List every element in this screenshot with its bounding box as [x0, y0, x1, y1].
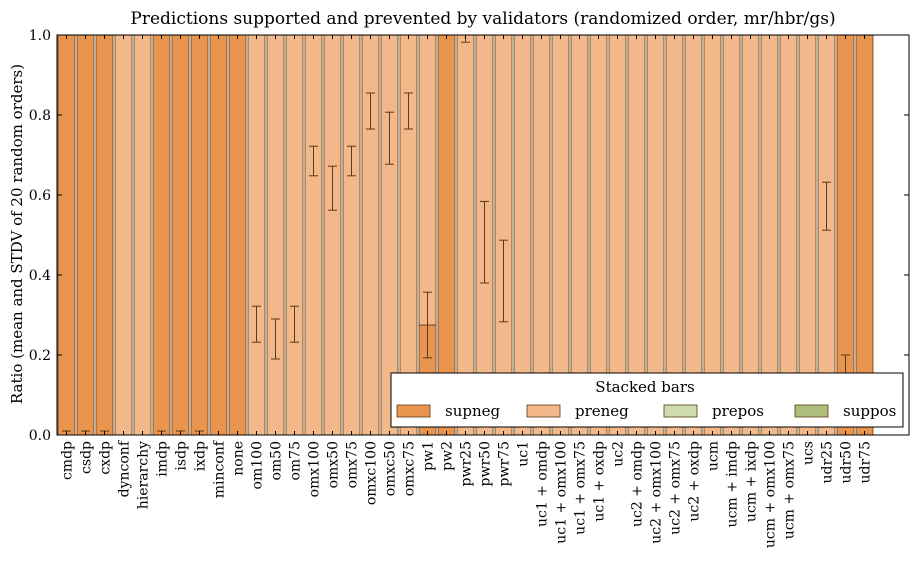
x-tick-label: om100 [250, 441, 266, 489]
x-tick-label: cmdp [60, 441, 76, 480]
x-tick-label: uc2 [611, 441, 627, 467]
x-tick-label: uc2 + omx100 [649, 441, 665, 544]
x-tick-label: om50 [269, 441, 285, 481]
x-tick-label: uc1 [516, 441, 532, 467]
x-tick-label: pwr75 [497, 441, 513, 486]
x-tick-label: ucm [706, 441, 722, 471]
bar-supneg [76, 34, 95, 436]
plot-frame [56, 34, 910, 436]
y-tick-label: 0.4 [29, 268, 51, 284]
bars-layer [57, 34, 874, 436]
y-tick-label: 0.0 [29, 428, 51, 444]
error-bar [271, 318, 280, 360]
error-bar [385, 111, 394, 165]
y-tick-label: 0.2 [29, 348, 51, 364]
x-tick-label: omx50 [326, 441, 342, 488]
error-bar [404, 92, 413, 130]
x-tick-label: ucm + imdp [725, 441, 741, 527]
x-tick-label: omxc100 [364, 441, 380, 505]
x-tick-label: ucs [801, 441, 817, 465]
x-tick-label: ucm + ixdp [744, 441, 760, 522]
x-tick-label: ucm + omx75 [782, 441, 798, 539]
x-tick-label: ixdp [193, 441, 209, 471]
legend: Stacked bars supneg preneg prepos suppos [390, 372, 904, 428]
x-tick-label: om75 [288, 441, 304, 481]
legend-title: Stacked bars [595, 378, 694, 396]
y-axis-label: Ratio (mean and STDV of 20 random orders… [8, 64, 26, 404]
legend-swatch-prepos [663, 404, 698, 418]
x-tick-label: udr25 [820, 441, 836, 484]
x-tick-label: hierarchy [136, 441, 152, 509]
error-bar [480, 200, 489, 284]
bar-preneg [133, 34, 152, 436]
x-tick-label: imdp [155, 441, 171, 477]
x-tick-label: minconf [212, 439, 228, 498]
legend-frame [390, 372, 904, 428]
error-bar [423, 291, 432, 359]
bar-preneg [418, 34, 437, 326]
error-bar [290, 305, 299, 343]
bar-supneg [209, 34, 228, 436]
x-tick-label: cxdp [98, 441, 114, 475]
legend-label-supneg: supneg [445, 402, 500, 420]
error-bar [366, 92, 375, 130]
x-tick-label: dynconf [117, 439, 133, 497]
x-tick-label: uc1 + omdp [535, 441, 551, 527]
bar-preneg [304, 34, 323, 436]
x-tick-label: omx75 [345, 441, 361, 488]
x-tick-label: omxc75 [402, 441, 418, 496]
x-tick-label: uc2 + oxdp [687, 441, 703, 522]
y-tick-label: 0.8 [29, 108, 51, 124]
chart-title: Predictions supported and prevented by v… [130, 9, 835, 29]
error-bar [499, 239, 508, 323]
y-tick-label: 0.6 [29, 188, 51, 204]
x-tick-label: uc1 + omx75 [573, 441, 589, 535]
x-tick-label: uc2 + omx75 [668, 441, 684, 535]
bar-supneg [171, 34, 190, 436]
bar-preneg [342, 34, 361, 436]
x-tick-label: pw1 [421, 441, 437, 471]
x-tick-label: udr75 [858, 441, 874, 484]
x-tick-label: udr50 [839, 441, 855, 484]
bar-preneg [285, 34, 304, 436]
legend-swatch-supneg [396, 404, 431, 418]
x-tick-label: omxc50 [383, 441, 399, 496]
bar-preneg [266, 34, 285, 436]
legend-label-prepos: prepos [712, 402, 764, 420]
error-bar [822, 181, 831, 231]
x-tick-label: omx100 [307, 441, 323, 497]
bar-preneg [114, 34, 133, 436]
bar-supneg [95, 34, 114, 436]
bar-supneg [152, 34, 171, 436]
error-bar [328, 165, 337, 211]
legend-swatch-suppos [794, 404, 829, 418]
x-tick-label: csdp [79, 441, 95, 474]
x-tick-label: uc2 + omdp [630, 441, 646, 527]
x-tick-label: none [231, 441, 247, 476]
bar-supneg [190, 34, 209, 436]
x-tick-label: uc1 + omx100 [554, 441, 570, 544]
y-tick-label: 1.0 [29, 28, 51, 44]
error-bar [347, 145, 356, 177]
legend-label-suppos: suppos [843, 402, 896, 420]
bar-supneg [228, 34, 247, 436]
x-tick-label: pwr25 [459, 441, 475, 486]
legend-label-preneg: preneg [575, 402, 629, 420]
x-tick-label: uc1 + oxdp [592, 441, 608, 522]
x-tick-label: isdp [174, 441, 190, 471]
x-tick-label: pwr50 [478, 441, 494, 486]
x-tick-label: pw2 [440, 441, 456, 471]
x-tick-label: ucm + omx100 [763, 441, 779, 548]
bar-supneg [57, 34, 76, 436]
bar-preneg [247, 34, 266, 436]
bar-preneg [323, 34, 342, 436]
error-bar [252, 305, 261, 343]
y-axis: 0.0 0.2 0.4 0.6 0.8 1.0 [29, 28, 909, 444]
x-axis: cmdp csdp cxdp dynconf hierarchy imdp isdp ixdp… [60, 35, 874, 548]
legend-swatch-preneg [526, 404, 561, 418]
error-bar [309, 145, 318, 177]
